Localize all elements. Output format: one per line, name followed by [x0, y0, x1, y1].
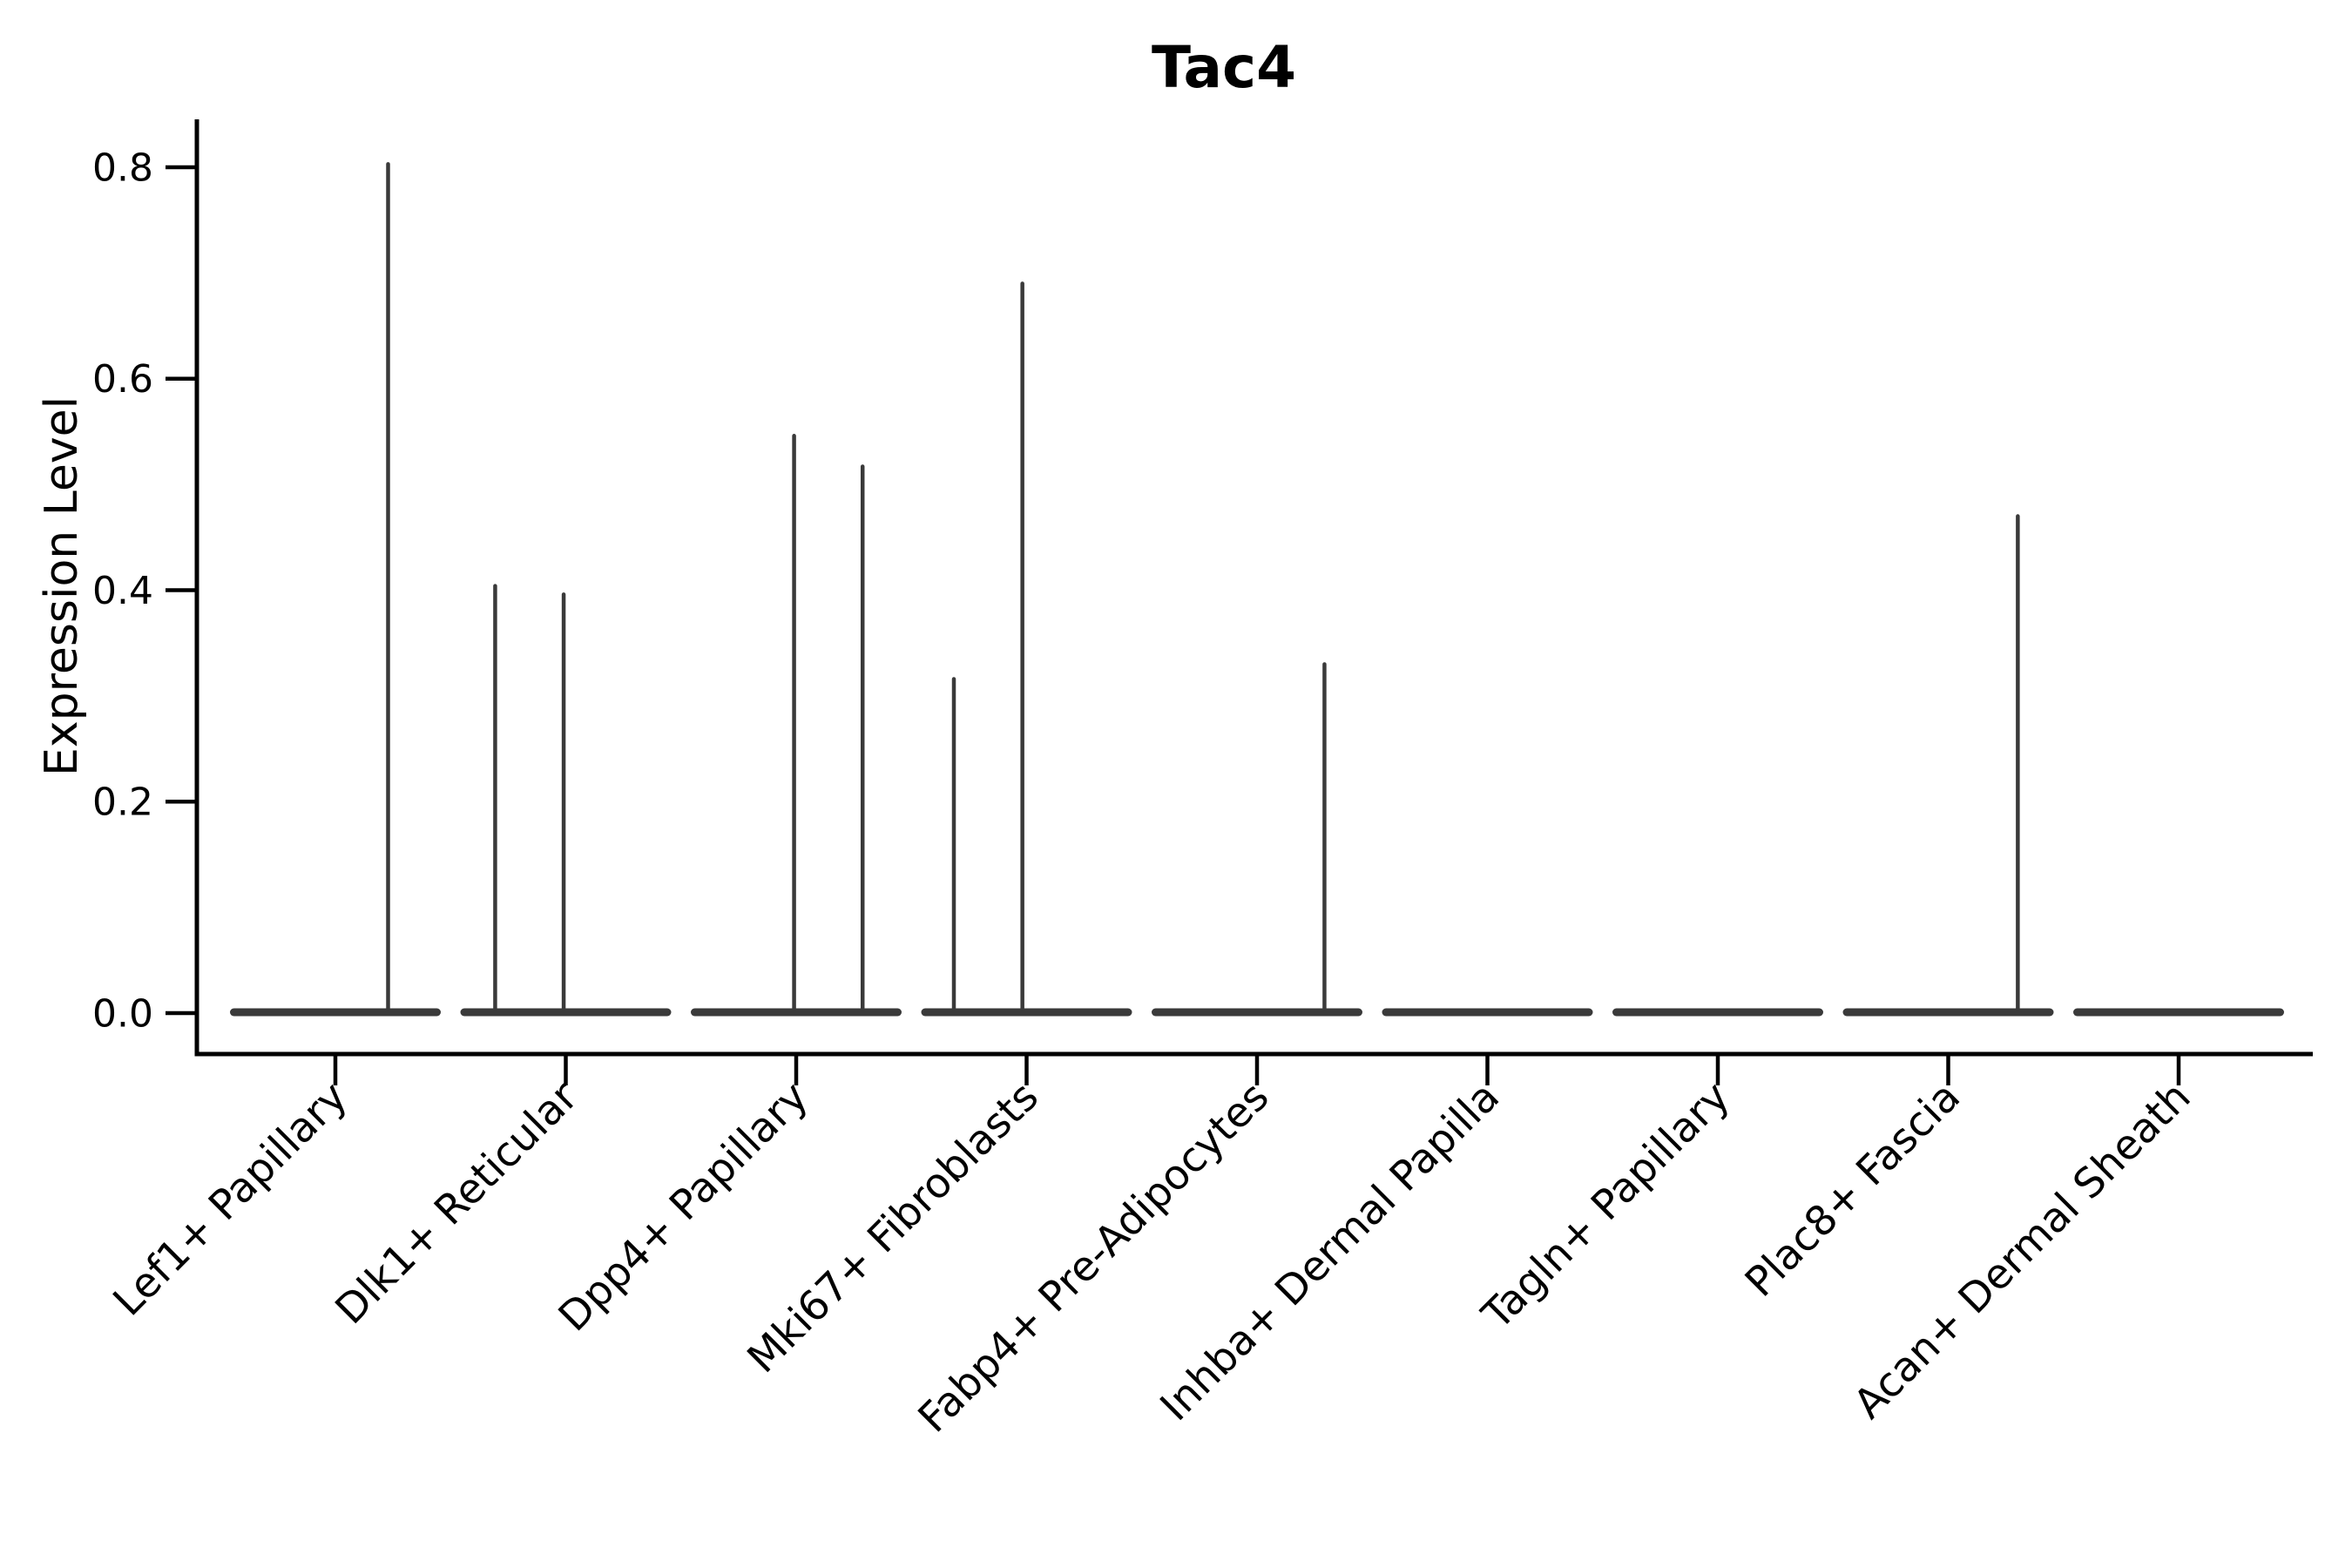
x-tick-label: Lef1+ Papillary	[105, 1073, 357, 1326]
x-tick-label: Plac8+ Fascia	[1736, 1073, 1970, 1307]
violin-baseline	[921, 1008, 1132, 1017]
violin-baseline	[230, 1008, 441, 1017]
violin-baseline	[1152, 1008, 1362, 1017]
axes: 0.0 0.2 0.4 0.6 0.8	[92, 119, 2313, 1085]
y-tick-label: 0.6	[92, 357, 153, 402]
violin-baseline	[460, 1008, 672, 1017]
violin-baseline	[1612, 1008, 1823, 1017]
x-tick-label: Dpp4+ Papillary	[550, 1073, 818, 1342]
x-tick-label: Tagln+ Papillary	[1473, 1073, 1740, 1340]
chart-title: Tac4	[1152, 34, 1296, 101]
y-tick-label: 0.4	[92, 569, 153, 613]
y-tick-label: 0.8	[92, 145, 153, 190]
y-axis-label: Expression Level	[36, 396, 88, 776]
y-tick-label: 0.2	[92, 781, 153, 825]
y-tick-label: 0.0	[92, 991, 153, 1036]
x-tick-label: Dlk1+ Reticular	[327, 1072, 588, 1334]
violin-baseline	[1382, 1008, 1593, 1017]
violins	[230, 162, 2284, 1017]
violin-baseline	[1842, 1008, 2054, 1017]
violin-baseline	[691, 1008, 902, 1017]
violin-baseline	[2073, 1008, 2284, 1017]
